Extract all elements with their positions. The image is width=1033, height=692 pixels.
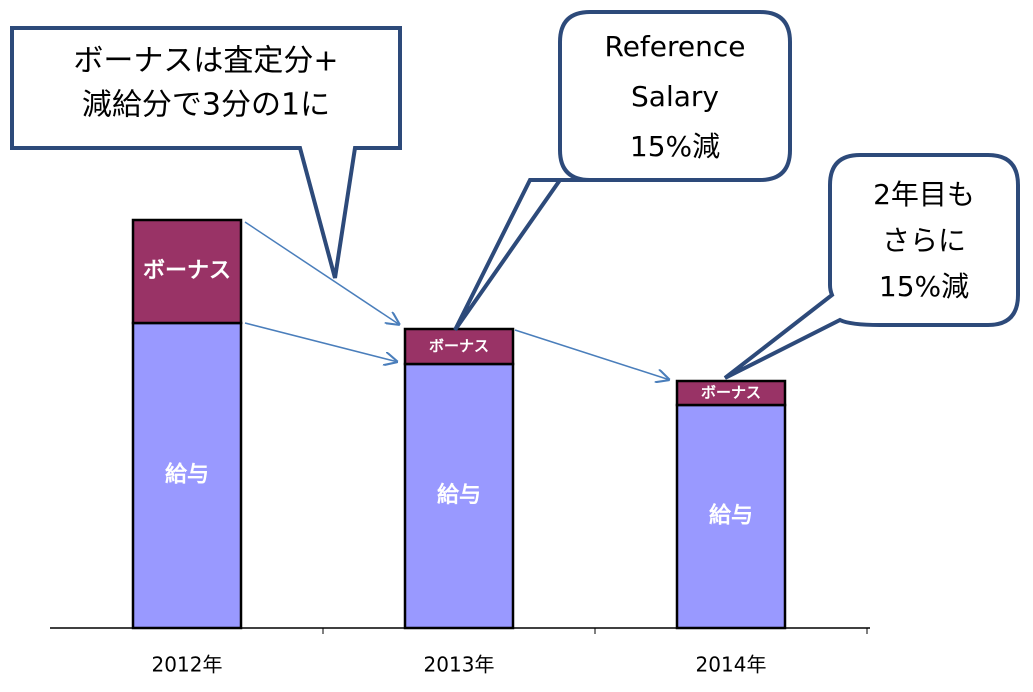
bar-segment bbox=[403, 327, 515, 366]
segment-label: ボーナス bbox=[429, 337, 489, 355]
bar-segment bbox=[675, 379, 787, 407]
segment-label: 給与 bbox=[437, 482, 481, 508]
arrow bbox=[514, 329, 670, 380]
x-tick-label: 2012年 bbox=[152, 653, 223, 677]
annotation: ボーナスは査定分+ bbox=[73, 44, 338, 79]
arrow bbox=[244, 221, 400, 325]
annotation: Reference bbox=[605, 30, 746, 63]
annotation: 2年目も bbox=[873, 178, 975, 211]
annotation: 15%減 bbox=[630, 130, 720, 163]
bar-segment bbox=[131, 321, 243, 630]
callout bbox=[723, 153, 1020, 380]
x-tick-label: 2014年 bbox=[696, 653, 767, 677]
bar-segment bbox=[131, 218, 243, 325]
segment-label: 給与 bbox=[709, 503, 753, 529]
annotation: Salary bbox=[631, 80, 719, 113]
segment-label: ボーナス bbox=[143, 259, 231, 284]
arrow bbox=[244, 322, 398, 362]
x-tick-label: 2013年 bbox=[424, 653, 495, 677]
annotation: 15%減 bbox=[879, 270, 969, 303]
annotation: 減給分で3分の1に bbox=[82, 88, 330, 123]
segment-label: ボーナス bbox=[701, 384, 761, 402]
callout bbox=[10, 26, 402, 279]
callout bbox=[453, 10, 792, 332]
segment-label: 給与 bbox=[165, 462, 209, 488]
annotation: さらに bbox=[882, 224, 966, 257]
